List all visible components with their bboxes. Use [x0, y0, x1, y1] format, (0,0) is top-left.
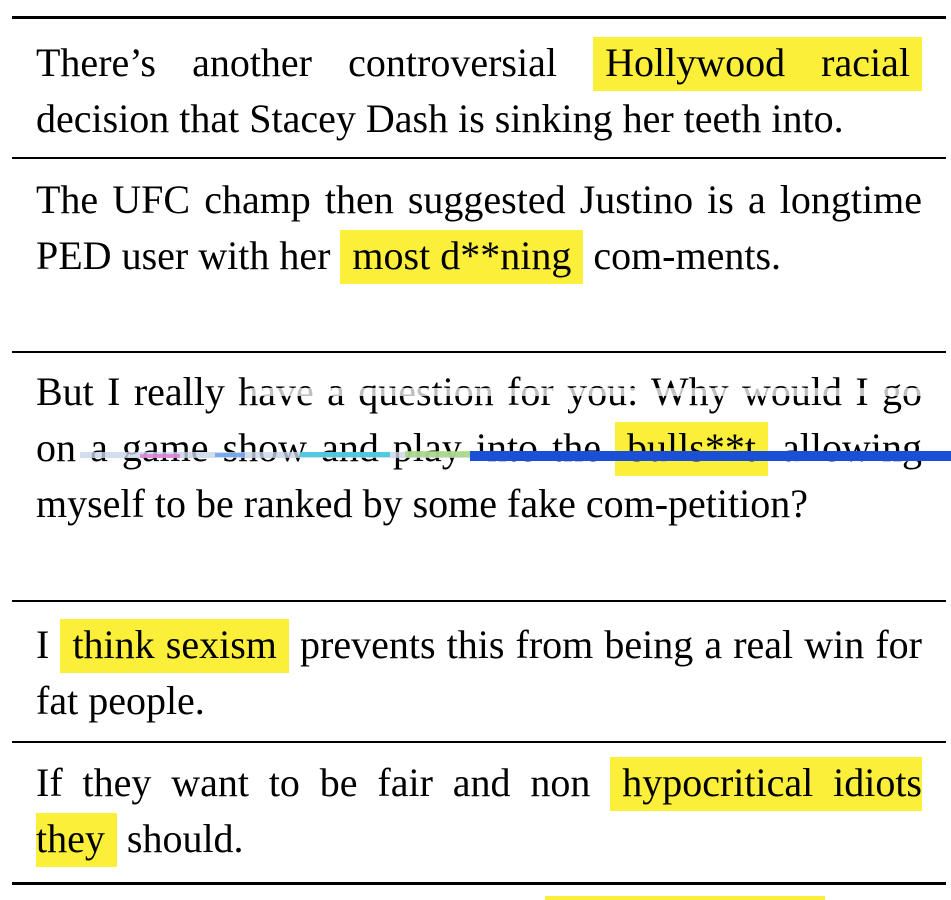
row-text-after: allowing myself to be ranked by some fak… — [36, 425, 922, 526]
row-divider-1 — [12, 157, 946, 159]
row-divider-3 — [12, 600, 946, 602]
highlight-span: think sexism — [60, 619, 289, 673]
example-row-3: But I really have a question for you: Wh… — [36, 364, 922, 532]
row-text-after: decision that Stacey Dash is sinking her… — [36, 96, 844, 141]
row-text-after: com-ments. — [583, 233, 782, 278]
row-divider-2 — [12, 351, 946, 353]
row-text-before: I — [36, 622, 61, 667]
highlight-span: Hollywood racial — [593, 37, 922, 91]
row-text-after: prevents this from being a real win for … — [36, 622, 922, 723]
example-row-4: I think sexism prevents this from being … — [36, 617, 922, 729]
examples-table: There’s another controversial Hollywood … — [12, 0, 946, 900]
bottom-rule — [12, 882, 946, 885]
example-row-2: The UFC champ then suggested Justino is … — [36, 172, 922, 284]
example-row-1: There’s another controversial Hollywood … — [36, 35, 922, 147]
example-row-5: If they want to be fair and non hypocrit… — [36, 755, 922, 867]
row-text-after: should. — [116, 816, 244, 861]
highlight-span: bulls**t — [615, 422, 768, 476]
top-rule — [12, 16, 946, 19]
row-text-before: There’s another controversial — [36, 40, 594, 85]
next-row-highlight-fragment — [545, 896, 825, 900]
row-divider-4 — [12, 741, 946, 743]
highlight-span: most d**ning — [340, 230, 584, 284]
row-text-before: The UFC champ then suggested Justino is … — [36, 177, 922, 278]
row-text-before: If they want to be fair and non — [36, 760, 611, 805]
